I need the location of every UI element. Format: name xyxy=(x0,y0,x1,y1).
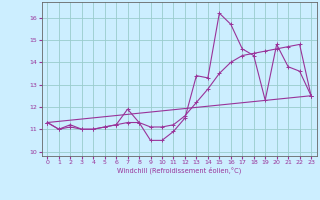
X-axis label: Windchill (Refroidissement éolien,°C): Windchill (Refroidissement éolien,°C) xyxy=(117,167,241,174)
